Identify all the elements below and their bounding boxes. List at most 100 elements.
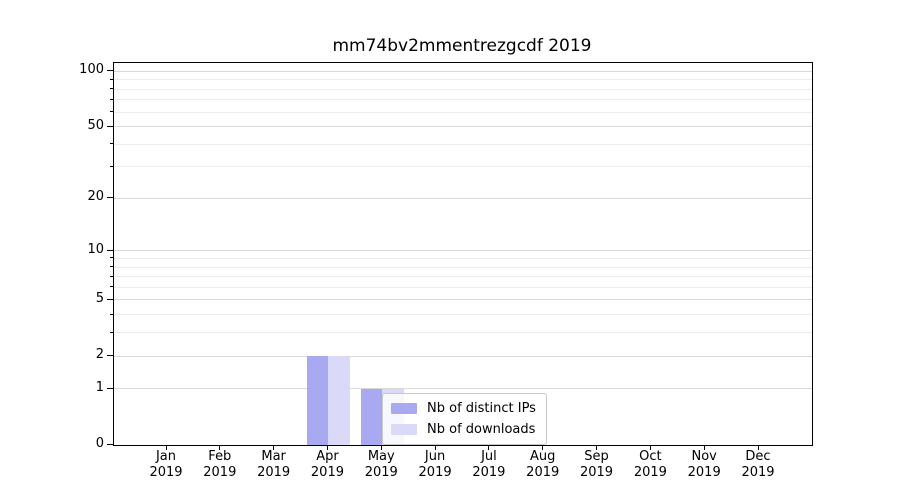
- x-tick-month: Jul: [481, 449, 497, 464]
- y-tick-mark-minor: [110, 143, 113, 145]
- x-tick-label: Feb 2019: [192, 449, 248, 481]
- y-tick-mark-minor: [110, 165, 113, 167]
- x-tick-label: Sep 2019: [569, 449, 625, 481]
- plot-area: Nb of distinct IPs Nb of downloads: [113, 62, 813, 446]
- gridline-major: [114, 355, 812, 357]
- legend-row-downloads: Nb of downloads: [391, 422, 536, 437]
- x-tick-year: 2019: [364, 465, 398, 480]
- y-tick-mark-minor: [110, 286, 113, 288]
- y-tick-label: 2: [95, 347, 104, 362]
- gridline-minor: [114, 99, 812, 101]
- x-tick-year: 2019: [687, 465, 721, 480]
- y-tick-mark-minor: [110, 313, 113, 315]
- y-tick-mark: [107, 387, 113, 389]
- x-tick-mark: [703, 445, 705, 450]
- y-tick-label: 10: [87, 241, 104, 257]
- gridline-minor: [114, 314, 812, 316]
- gridline-minor: [114, 286, 812, 288]
- x-tick-mark: [219, 445, 221, 450]
- bar-nb-of-distinct-ips-apr: [306, 356, 329, 445]
- x-tick-label: Mar 2019: [246, 449, 302, 481]
- x-tick-month: Dec: [745, 449, 771, 464]
- legend-swatch-distinct-ips: [391, 403, 417, 414]
- x-tick-year: 2019: [633, 465, 667, 480]
- x-tick-year: 2019: [149, 465, 183, 480]
- x-tick-year: 2019: [741, 465, 775, 480]
- x-tick-mark: [326, 445, 328, 450]
- legend-swatch-downloads: [391, 424, 417, 435]
- x-tick-month: Jan: [155, 449, 177, 464]
- gridline-major: [114, 126, 812, 127]
- y-tick-mark: [107, 249, 113, 251]
- x-tick-mark: [434, 445, 436, 450]
- x-tick-mark: [273, 445, 275, 450]
- bar-nb-of-downloads-apr: [328, 356, 350, 445]
- legend: Nb of distinct IPs Nb of downloads: [382, 393, 547, 445]
- y-tick-mark-minor: [110, 111, 113, 112]
- y-tick-mark: [107, 298, 113, 300]
- legend-label-downloads: Nb of downloads: [427, 422, 536, 437]
- gridline-major: [114, 197, 812, 199]
- y-tick-mark-minor: [110, 78, 113, 80]
- gridline-minor: [114, 276, 812, 278]
- gridline-major: [114, 250, 812, 252]
- x-tick-label: Jan 2019: [138, 449, 194, 481]
- gridline-minor: [114, 79, 812, 81]
- x-tick-year: 2019: [418, 465, 452, 480]
- x-tick-label: Aug 2019: [515, 449, 571, 481]
- y-tick-label: 1: [95, 379, 104, 395]
- gridline-major: [114, 299, 812, 301]
- x-tick-mark: [165, 445, 167, 450]
- y-tick-mark: [107, 355, 113, 356]
- y-tick-mark-minor: [110, 266, 113, 268]
- x-tick-label: Oct 2019: [622, 449, 678, 481]
- y-tick-mark: [107, 444, 113, 445]
- x-tick-month: Jun: [424, 449, 446, 464]
- x-tick-month: Oct: [639, 449, 662, 464]
- y-tick-mark-minor: [110, 331, 113, 333]
- x-tick-month: Sep: [584, 449, 609, 464]
- gridline-minor: [114, 88, 812, 90]
- y-tick-mark: [107, 125, 113, 127]
- gridline-minor: [114, 257, 812, 259]
- x-tick-mark: [596, 445, 598, 450]
- y-tick-label: 5: [95, 290, 104, 306]
- bar-nb-of-distinct-ips-may: [360, 388, 383, 445]
- x-tick-month: Nov: [691, 449, 717, 464]
- x-tick-month: Mar: [261, 449, 286, 464]
- legend-row-distinct-ips: Nb of distinct IPs: [391, 401, 536, 416]
- x-tick-mark: [649, 445, 651, 450]
- y-tick-label: 20: [87, 189, 104, 205]
- x-tick-year: 2019: [203, 465, 237, 480]
- x-tick-mark: [542, 445, 544, 450]
- y-tick-mark-minor: [110, 98, 113, 100]
- gridline-minor: [114, 143, 812, 145]
- y-tick-label: 50: [87, 117, 104, 133]
- y-tick-mark-minor: [110, 88, 113, 90]
- x-tick-month: Aug: [530, 449, 556, 464]
- y-tick-mark-minor: [110, 257, 113, 259]
- chart-title: mm74bv2mmentrezgcdf 2019: [332, 36, 592, 56]
- gridline-minor: [114, 166, 812, 168]
- x-tick-year: 2019: [472, 465, 506, 480]
- x-tick-label: Nov 2019: [676, 449, 732, 481]
- x-tick-label: Apr 2019: [299, 449, 355, 481]
- x-tick-label: Jul 2019: [461, 449, 517, 481]
- x-tick-label: May 2019: [353, 449, 409, 481]
- x-tick-mark: [380, 445, 382, 450]
- x-tick-month: May: [367, 449, 395, 464]
- legend-label-distinct-ips: Nb of distinct IPs: [427, 401, 536, 416]
- x-tick-year: 2019: [257, 465, 291, 480]
- x-tick-month: Apr: [316, 449, 339, 464]
- gridline-major: [114, 388, 812, 390]
- gridline-major: [114, 70, 812, 72]
- x-tick-year: 2019: [579, 465, 614, 480]
- y-tick-label: 0: [95, 436, 104, 451]
- x-tick-year: 2019: [526, 465, 560, 480]
- y-tick-label: 100: [79, 62, 104, 78]
- x-tick-month: Feb: [208, 449, 232, 464]
- gridline-minor: [114, 111, 812, 113]
- gridline-minor: [114, 266, 812, 268]
- gridline-minor: [114, 332, 812, 334]
